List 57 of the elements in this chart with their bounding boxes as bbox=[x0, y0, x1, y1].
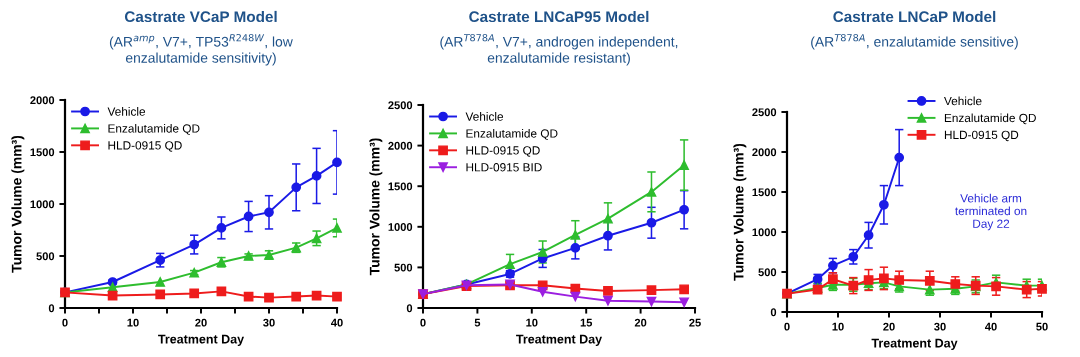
x-tick-label: 20 bbox=[883, 322, 895, 331]
chart-subtitle: (AR$^{T878A}$, V7+, androgen independent, enzalutamide resistant) bbox=[440, 34, 678, 66]
chart-subtitle: (AR$^{amp}$, V7+, TP53$^{R248W}$, low enzalutamide sensitivity) bbox=[109, 34, 293, 66]
chart-subtitle: (AR$^{T878A}$, enzalutamide sensitive) bbox=[811, 34, 1018, 50]
legend-label: Vehicle bbox=[107, 107, 146, 116]
y-axis-title: Tumor Volume (mm³) bbox=[733, 143, 747, 281]
x-tick-label: 40 bbox=[330, 318, 343, 327]
x-tick-label: 30 bbox=[934, 322, 946, 331]
y-tick-label: 2500 bbox=[388, 101, 413, 110]
legend-label: Enzalutamide QD bbox=[108, 123, 200, 135]
y-axis-title: Tumor Volume (mm³) bbox=[369, 138, 383, 276]
legend-label: HLD-0915 QD bbox=[466, 146, 540, 157]
x-axis-title: Treatment Day bbox=[871, 338, 958, 350]
x-tick-label: 25 bbox=[689, 318, 701, 327]
x-tick-label: 50 bbox=[1036, 322, 1048, 331]
x-tick-label: 40 bbox=[984, 322, 997, 331]
legend-label: HLD-0915 BID bbox=[466, 163, 542, 172]
x-tick-label: 5 bbox=[474, 318, 481, 327]
y-tick-label: 500 bbox=[758, 268, 777, 277]
y-tick-label: 2000 bbox=[388, 141, 413, 150]
y-tick-label: 500 bbox=[394, 263, 413, 272]
legend-label: Vehicle bbox=[944, 96, 982, 106]
y-tick-label: 500 bbox=[36, 252, 55, 261]
y-tick-label: 1000 bbox=[752, 228, 777, 237]
y-tick-label: 1000 bbox=[30, 200, 55, 209]
y-tick-label: 1000 bbox=[388, 223, 413, 231]
y-tick-label: 2000 bbox=[752, 148, 777, 157]
x-tick-label: 0 bbox=[420, 318, 426, 327]
y-tick-label: 2500 bbox=[752, 108, 777, 117]
y-tick-label: 1500 bbox=[30, 148, 55, 157]
legend-label: Enzalutamide QD bbox=[466, 128, 558, 140]
y-tick-label: 1500 bbox=[388, 182, 413, 191]
y-tick-label: 0 bbox=[48, 304, 55, 313]
x-tick-label: 20 bbox=[195, 318, 207, 327]
x-tick-label: 20 bbox=[634, 318, 647, 327]
legend-label: HLD-0915 QD bbox=[944, 130, 1019, 142]
x-tick-label: 0 bbox=[784, 322, 790, 331]
x-tick-label: 15 bbox=[580, 318, 593, 327]
x-tick-label: 10 bbox=[832, 322, 844, 331]
x-tick-label: 10 bbox=[127, 318, 139, 327]
legend-label: Vehicle bbox=[465, 112, 504, 121]
legend-label: HLD-0915 QD bbox=[108, 141, 182, 152]
chart-title: Castrate LNCaP Model bbox=[833, 10, 996, 23]
y-axis-title: Tumor Volume (mm³) bbox=[11, 135, 25, 273]
y-tick-label: 0 bbox=[406, 304, 413, 313]
chart-title: Castrate VCaP Model bbox=[124, 10, 277, 23]
y-tick-label: 1500 bbox=[752, 188, 777, 197]
legend-label: Enzalutamide QD bbox=[944, 113, 1036, 125]
y-tick-label: 0 bbox=[770, 308, 777, 317]
x-tick-label: 30 bbox=[263, 318, 275, 327]
y-tick-label: 2000 bbox=[30, 96, 55, 105]
x-axis-title: Treatment Day bbox=[158, 334, 245, 346]
x-tick-label: 0 bbox=[62, 318, 68, 327]
x-axis-title: Treatment Day bbox=[516, 334, 603, 346]
chart-title: Castrate LNCaP95 Model bbox=[469, 10, 649, 23]
x-tick-label: 10 bbox=[526, 318, 538, 327]
annotation: Vehicle arm terminated on Day 22 bbox=[955, 193, 1027, 231]
